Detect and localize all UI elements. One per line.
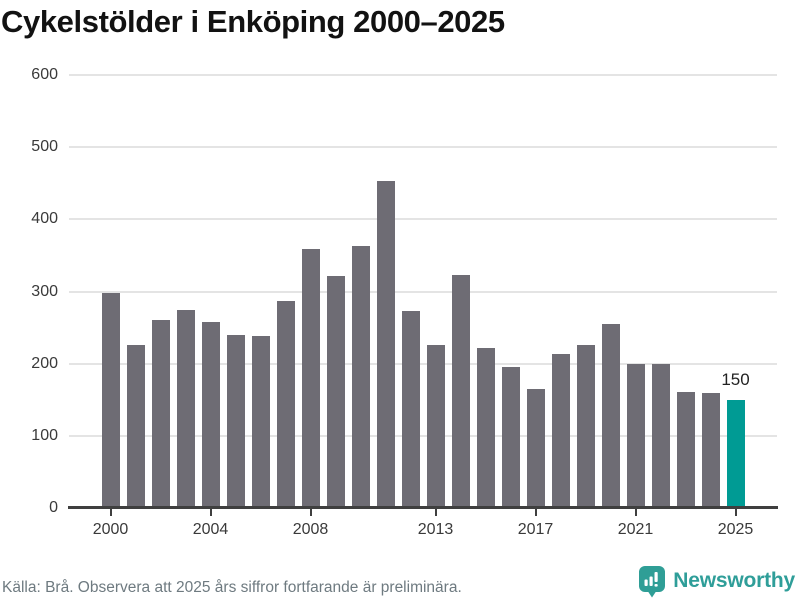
gridline-200 — [69, 362, 777, 365]
x-axis-line — [68, 506, 778, 509]
bar-2008 — [301, 249, 320, 507]
bar-2005 — [226, 334, 245, 507]
x-axis-label: 2004 — [192, 521, 229, 538]
bar-value-label: 150 — [721, 369, 750, 389]
y-axis-label: 600 — [31, 66, 58, 84]
bar-2018 — [551, 354, 570, 507]
bar-2019 — [576, 344, 595, 507]
bar-2017 — [526, 388, 545, 507]
bar-2001 — [126, 344, 145, 507]
bar-2004 — [201, 321, 220, 507]
bar-2013 — [426, 344, 445, 507]
gridline-400 — [69, 218, 777, 221]
gridline-600 — [69, 74, 777, 77]
source-note: Källa: Brå. Observera att 2025 års siffr… — [2, 579, 462, 596]
bar-2000 — [101, 292, 120, 507]
x-axis-label: 2021 — [617, 521, 654, 538]
gridline-100 — [69, 434, 777, 437]
x-axis-label: 2017 — [517, 521, 554, 538]
bar-2015 — [476, 347, 495, 507]
bar-2020 — [601, 323, 620, 507]
chart-title: Cykelstölder i Enköping 2000–2025 — [1, 4, 505, 39]
gridline-500 — [69, 146, 777, 149]
bar-2016 — [501, 366, 520, 507]
x-axis-label: 2000 — [92, 521, 129, 538]
bar-2014 — [451, 274, 470, 507]
y-axis-label: 300 — [31, 282, 58, 300]
x-axis-tick — [309, 509, 312, 516]
x-axis-tick — [109, 509, 112, 516]
x-axis-tick — [734, 509, 737, 516]
gridline-300 — [69, 290, 777, 293]
bar-2002 — [151, 320, 170, 507]
bar-2011 — [376, 180, 395, 507]
x-axis-label: 2013 — [417, 521, 454, 538]
bar-2025 — [726, 399, 745, 507]
y-axis-label: 500 — [31, 138, 58, 156]
bar-2024 — [701, 393, 720, 507]
x-axis-tick — [209, 509, 212, 516]
bar-2021 — [626, 363, 645, 507]
newsworthy-logo-icon — [639, 565, 666, 597]
newsworthy-logo-text: Newsworthy — [673, 569, 795, 592]
x-axis-label: 2025 — [717, 521, 754, 538]
y-axis-label: 400 — [31, 210, 58, 228]
y-axis-label: 100 — [31, 426, 58, 444]
x-axis-tick — [434, 509, 437, 516]
y-axis-label: 0 — [49, 498, 58, 516]
bar-2007 — [276, 300, 295, 507]
bar-2012 — [401, 311, 420, 507]
x-axis-tick — [534, 509, 537, 516]
bar-2010 — [351, 246, 370, 507]
bar-2009 — [326, 276, 345, 507]
bar-2022 — [651, 363, 670, 507]
x-axis-tick — [634, 509, 637, 516]
y-axis-label: 200 — [31, 354, 58, 372]
bar-2006 — [251, 336, 270, 507]
bar-2003 — [176, 310, 195, 507]
newsworthy-logo: Newsworthy — [638, 565, 795, 597]
x-axis-label: 2008 — [292, 521, 329, 538]
bar-2023 — [676, 391, 695, 507]
